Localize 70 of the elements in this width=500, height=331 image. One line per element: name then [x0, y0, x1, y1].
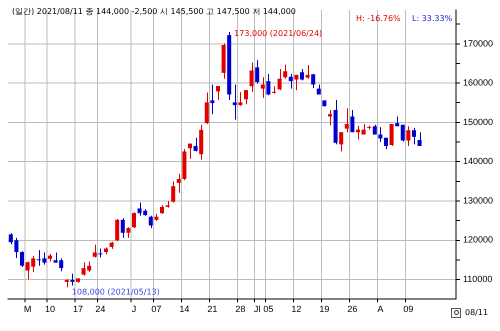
candlestick — [171, 180, 176, 204]
x-tick-label: 21 — [207, 304, 218, 314]
x-tick-label: 14 — [179, 304, 190, 314]
candlestick — [260, 76, 265, 98]
candlestick — [390, 123, 394, 146]
x-tick-label: 26 — [347, 304, 358, 314]
candlestick — [120, 218, 125, 238]
candlestick — [148, 215, 153, 229]
candlestick — [283, 64, 288, 80]
candlestick — [288, 74, 293, 90]
candlestick — [412, 127, 416, 145]
candlestick — [92, 244, 97, 258]
x-tick-label: Jl — [254, 304, 260, 314]
candlestick — [176, 173, 181, 194]
x-tick-label: 10 — [44, 304, 56, 314]
candlestick — [316, 84, 321, 95]
candlestick — [210, 84, 214, 115]
candlestick — [311, 74, 316, 88]
candlestick — [132, 212, 136, 229]
y-tick-label: 130000 — [462, 195, 494, 206]
candlestick — [300, 68, 304, 81]
y-tick-label: 120000 — [462, 234, 494, 245]
x-tick-label: M — [24, 304, 32, 314]
candlestick — [328, 110, 332, 126]
annotation: 173,000 (2021/06/24) — [234, 29, 322, 38]
candlestick — [115, 218, 120, 242]
candlestick — [216, 86, 220, 100]
y-tick-label: 150000 — [462, 116, 494, 127]
candlestick — [194, 137, 198, 152]
x-tick-label: 07 — [151, 304, 162, 314]
candlestick — [266, 74, 270, 96]
y-tick-label: 110000 — [462, 274, 492, 284]
candlestick — [20, 250, 24, 268]
candlestick — [238, 92, 242, 106]
annotation: L: 33.33% — [412, 14, 452, 23]
candlestick — [98, 248, 102, 258]
candlestick — [306, 64, 310, 80]
candlestick — [350, 110, 354, 133]
candlestick — [278, 68, 282, 91]
x-tick-label: A — [377, 304, 384, 314]
annotation: 108,000 (2021/05/13) — [72, 287, 160, 296]
text: 08/11 — [465, 308, 488, 317]
candlestick — [418, 132, 422, 146]
candlestick — [188, 143, 192, 160]
y-tick-label: 160000 — [462, 78, 494, 88]
candlestick — [126, 226, 130, 238]
x-tick-label: J — [132, 304, 136, 314]
x-tick-label: 24 — [95, 304, 106, 314]
candlestick — [406, 126, 410, 146]
chart-title: (일간) 2021/08/11 종 144,000 -2,500 시 145,500 고 147,500 저 144,000 — [12, 6, 296, 17]
x-tick-label: 12 — [291, 304, 302, 314]
x-tick-label: 17 — [72, 304, 84, 314]
y-tick-label: 170000 — [462, 38, 494, 48]
candlestick — [244, 90, 248, 105]
candlestick — [339, 132, 344, 152]
candlestick — [294, 74, 298, 91]
x-tick-label: 09 — [403, 304, 414, 314]
y-tick-label: 140000 — [462, 156, 494, 166]
candlestick — [204, 92, 209, 124]
candlestick — [70, 273, 74, 286]
candlestick — [255, 60, 260, 84]
x-tick-label: 05 — [263, 304, 274, 314]
annotation: H: -16.76% — [356, 14, 401, 23]
x-tick-label: 19 — [319, 304, 330, 314]
candlestick — [344, 108, 349, 133]
candlestick — [232, 84, 237, 120]
candlestick — [395, 116, 400, 127]
candlestick — [250, 62, 254, 92]
x-tick-label: 28 — [235, 304, 246, 314]
candlestick — [400, 124, 405, 142]
